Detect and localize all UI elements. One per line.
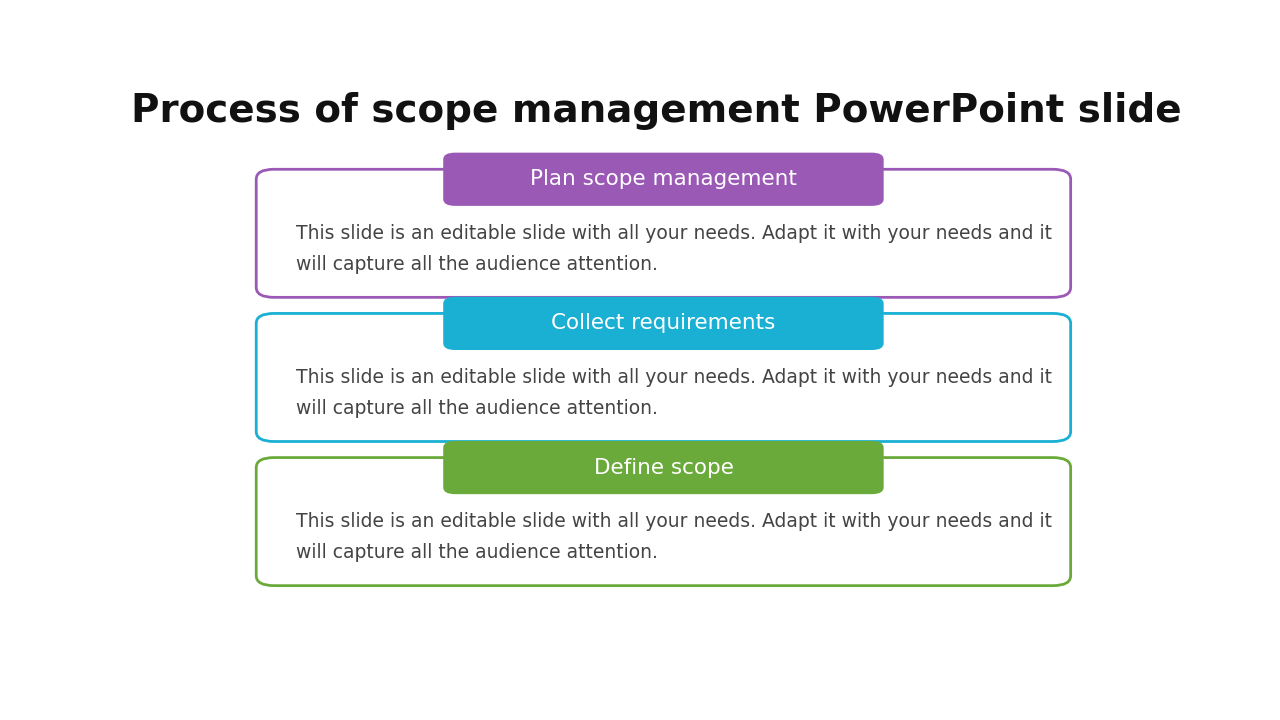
FancyBboxPatch shape [443, 153, 883, 206]
FancyBboxPatch shape [256, 313, 1070, 441]
Text: This slide is an editable slide with all your needs. Adapt it with your needs an: This slide is an editable slide with all… [296, 224, 1052, 274]
Text: This slide is an editable slide with all your needs. Adapt it with your needs an: This slide is an editable slide with all… [296, 513, 1052, 562]
Text: Collect requirements: Collect requirements [552, 313, 776, 333]
FancyBboxPatch shape [443, 297, 883, 350]
FancyBboxPatch shape [256, 458, 1070, 585]
Text: Plan scope management: Plan scope management [530, 169, 797, 189]
FancyBboxPatch shape [256, 169, 1070, 297]
Text: This slide is an editable slide with all your needs. Adapt it with your needs an: This slide is an editable slide with all… [296, 369, 1052, 418]
Text: Process of scope management PowerPoint slide: Process of scope management PowerPoint s… [131, 92, 1181, 130]
FancyBboxPatch shape [443, 441, 883, 494]
Text: Define scope: Define scope [594, 457, 733, 477]
